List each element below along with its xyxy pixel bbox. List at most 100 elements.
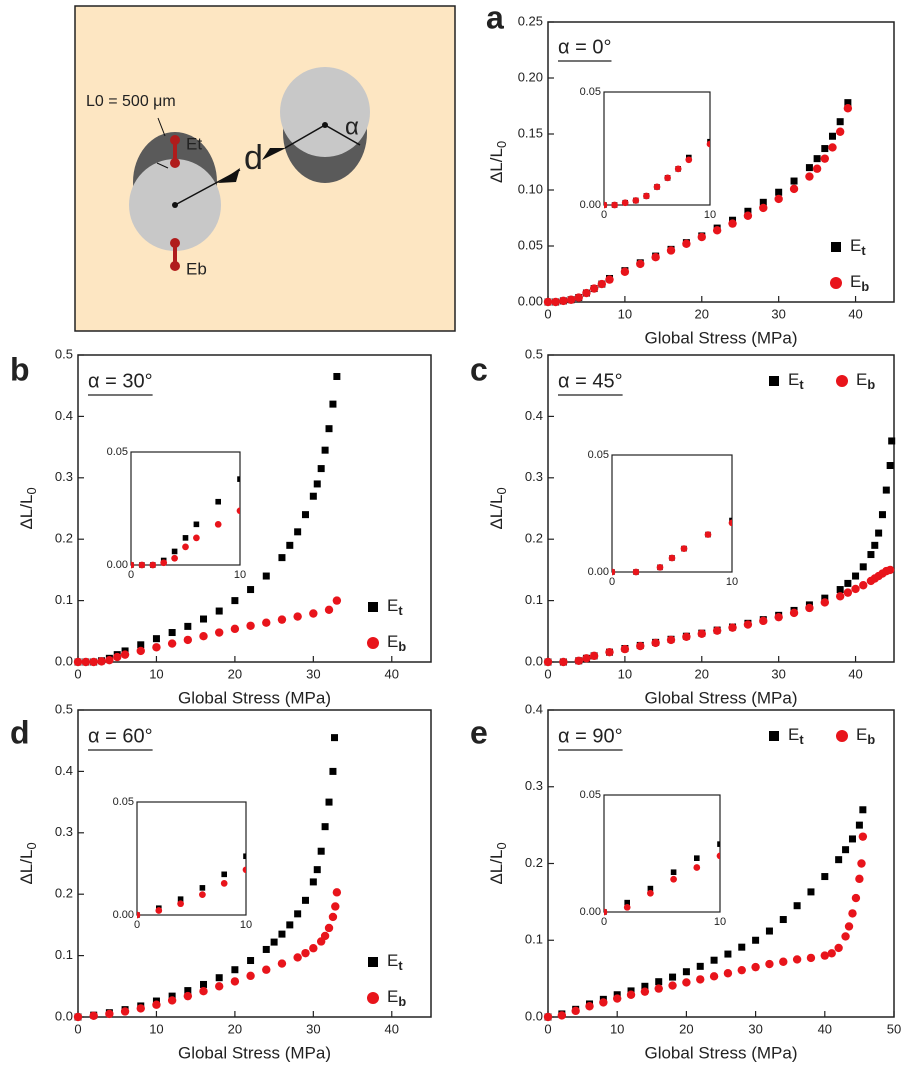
- legend-label: Eb: [387, 987, 406, 1009]
- data-point: [193, 521, 200, 528]
- data-point: [177, 896, 184, 902]
- legend-swatch: [769, 376, 779, 386]
- data-point: [582, 654, 591, 663]
- data-point: [262, 965, 271, 974]
- data-point: [585, 1002, 594, 1011]
- data-point: [835, 592, 845, 601]
- y-axis-label: ΔL/L0: [17, 842, 39, 884]
- data-point: [214, 520, 222, 528]
- y-tick-label: 0.3: [525, 469, 543, 484]
- data-point: [806, 953, 816, 963]
- points: [73, 372, 342, 667]
- arrow-head: [218, 168, 240, 183]
- panel-label: b: [10, 351, 30, 387]
- annotation: α = 0°: [558, 36, 611, 58]
- data-point: [182, 535, 189, 541]
- legend: Et Eb: [769, 725, 875, 747]
- x-tick-label: 40: [385, 666, 399, 681]
- x-tick-label: 10: [618, 306, 632, 321]
- data-point: [200, 980, 208, 988]
- data-point: [674, 165, 682, 173]
- chart-panel: 0 10 20 30 40 0.0 0.1 0.2 0.3 0.4 0.5 Global Stress…: [470, 346, 896, 707]
- data-point: [710, 956, 718, 964]
- data-point: [331, 734, 339, 742]
- data-point: [682, 978, 691, 987]
- data-point: [199, 987, 208, 996]
- data-point: [885, 565, 895, 575]
- y-tick-label: 0.2: [55, 531, 73, 546]
- data-point: [215, 974, 223, 982]
- annotation: α = 45°: [558, 370, 623, 392]
- data-point: [611, 201, 618, 209]
- data-point: [843, 104, 853, 113]
- data-point: [183, 991, 193, 1001]
- legend-swatch: [368, 602, 378, 612]
- data-point: [317, 847, 325, 855]
- legend-swatch: [367, 637, 379, 649]
- legend-label: Eb: [856, 370, 875, 392]
- bottom-gauge-label: Eb: [186, 259, 207, 278]
- data-point: [152, 1000, 161, 1009]
- data-point: [152, 635, 160, 643]
- data-point: [332, 888, 342, 897]
- data-point: [743, 620, 753, 629]
- data-point: [712, 226, 722, 235]
- data-point: [262, 945, 270, 953]
- center-dot: [172, 202, 178, 208]
- data-point: [105, 655, 114, 665]
- data-point: [793, 902, 801, 910]
- data-point: [184, 987, 192, 995]
- inset-x-tick-label: 0: [601, 209, 607, 221]
- annotation: α = 30°: [88, 370, 153, 392]
- x-tick-label: 20: [695, 666, 709, 681]
- data-point: [597, 279, 607, 289]
- plot-frame: [547, 21, 895, 303]
- x-axis-label: Global Stress (MPa): [644, 688, 797, 707]
- inset-x-tick-label: 10: [726, 576, 738, 588]
- data-point: [779, 957, 788, 966]
- chart-panel: 0 10 20 30 40 0.0 0.1 0.2 0.3 0.4 0.5 Global Stress…: [10, 346, 432, 707]
- data-point: [835, 856, 843, 864]
- dimension-line: [157, 117, 166, 137]
- data-point: [199, 891, 206, 899]
- data-point: [120, 1007, 130, 1016]
- inset-y-tick-label: 0.05: [107, 446, 128, 458]
- panel-label: c: [470, 351, 488, 387]
- data-point: [81, 657, 91, 667]
- plot-frame: [77, 709, 432, 1018]
- data-point: [855, 821, 863, 829]
- center-dot: [322, 122, 328, 128]
- data-point: [277, 615, 287, 624]
- data-point: [886, 462, 894, 470]
- data-point: [105, 1009, 114, 1019]
- data-point: [666, 246, 676, 255]
- y-tick-label: 0.2: [525, 531, 543, 546]
- inset-points: [612, 517, 732, 576]
- data-point: [888, 437, 896, 445]
- grain-right: [280, 67, 370, 157]
- data-point: [320, 931, 330, 941]
- x-tick-label: 10: [618, 666, 632, 681]
- inset-x-tick-label: 10: [240, 919, 252, 931]
- inset-frame: [136, 801, 247, 916]
- x-tick-label: 50: [887, 1021, 901, 1036]
- inset-frame: [611, 454, 733, 573]
- data-point: [199, 632, 208, 641]
- legend: Et Eb: [769, 370, 875, 392]
- inset-points: [604, 841, 720, 916]
- legend-swatch: [769, 731, 779, 741]
- y-tick-label: 0.0: [55, 653, 73, 668]
- inset-y-tick-label: 0.00: [113, 909, 134, 921]
- gauge-dot: [170, 158, 180, 168]
- data-point: [647, 889, 654, 897]
- data-point: [309, 492, 317, 500]
- data-point: [779, 916, 787, 924]
- data-point: [651, 253, 660, 262]
- legend-label: Et: [387, 596, 403, 618]
- data-point: [332, 596, 342, 605]
- data-point: [836, 118, 844, 126]
- y-tick-label: 0.0: [55, 1008, 73, 1023]
- data-point: [882, 486, 890, 494]
- data-point: [325, 798, 333, 806]
- y-tick-label: 0.4: [55, 763, 73, 778]
